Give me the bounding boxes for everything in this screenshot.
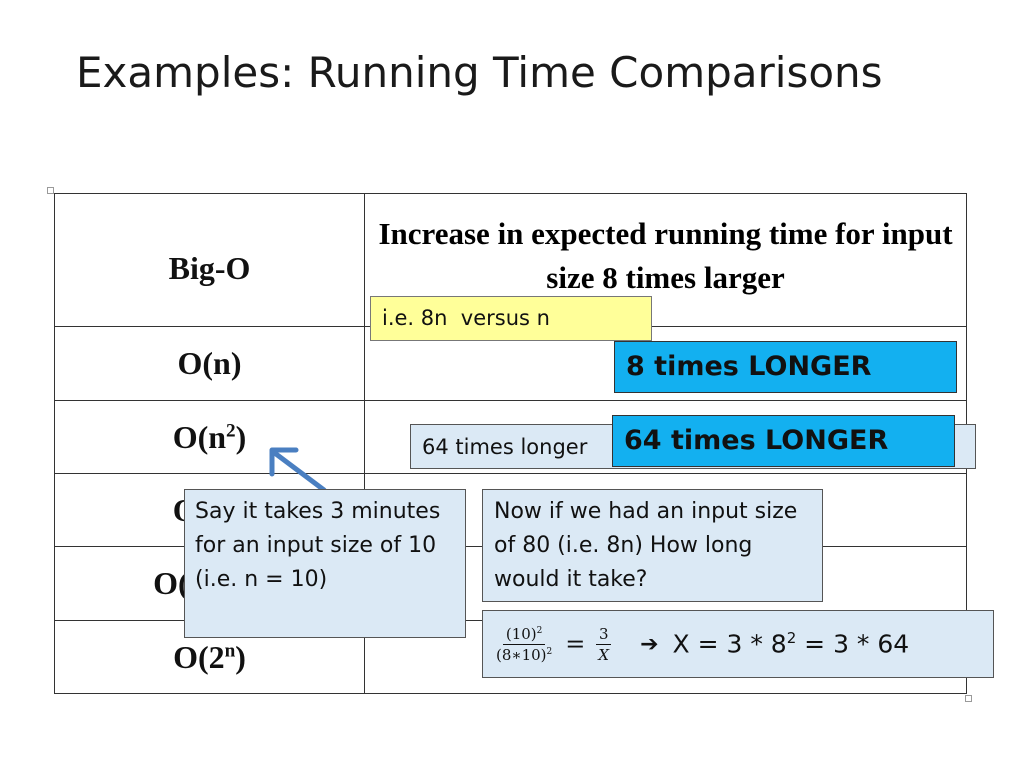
equation-result: X = 3 * 82 = 3 * 64 <box>672 629 910 659</box>
on-result-box[interactable]: 8 times LONGER <box>614 341 957 393</box>
selection-handle-top-left[interactable] <box>47 187 54 194</box>
scenario-box[interactable]: Say it takes 3 minutes for an input size… <box>184 489 466 638</box>
equation-box[interactable]: (10)2 (8∗10)2 = 3 X ➔ X = 3 * 82 = 3 * 6… <box>482 610 994 678</box>
right-fraction: 3 X <box>595 625 612 664</box>
implies-arrow-icon: ➔ <box>640 631 659 657</box>
left-fraction: (10)2 (8∗10)2 <box>496 624 553 664</box>
question-box[interactable]: Now if we had an input size of 80 (i.e. … <box>482 489 823 602</box>
slide-title: Examples: Running Time Comparisons <box>76 48 883 97</box>
header-running-time: Increase in expected running time for in… <box>364 193 967 327</box>
row-label-on: O(n) <box>53 326 366 401</box>
example-note[interactable]: i.e. 8n versus n <box>370 296 652 341</box>
equals-sign: = <box>565 630 586 658</box>
pointer-arrow-icon <box>269 447 327 493</box>
selection-handle-bottom-right[interactable] <box>965 695 972 702</box>
header-big-o: Big-O <box>53 193 366 327</box>
on2-result-box[interactable]: 64 times LONGER <box>612 415 955 467</box>
